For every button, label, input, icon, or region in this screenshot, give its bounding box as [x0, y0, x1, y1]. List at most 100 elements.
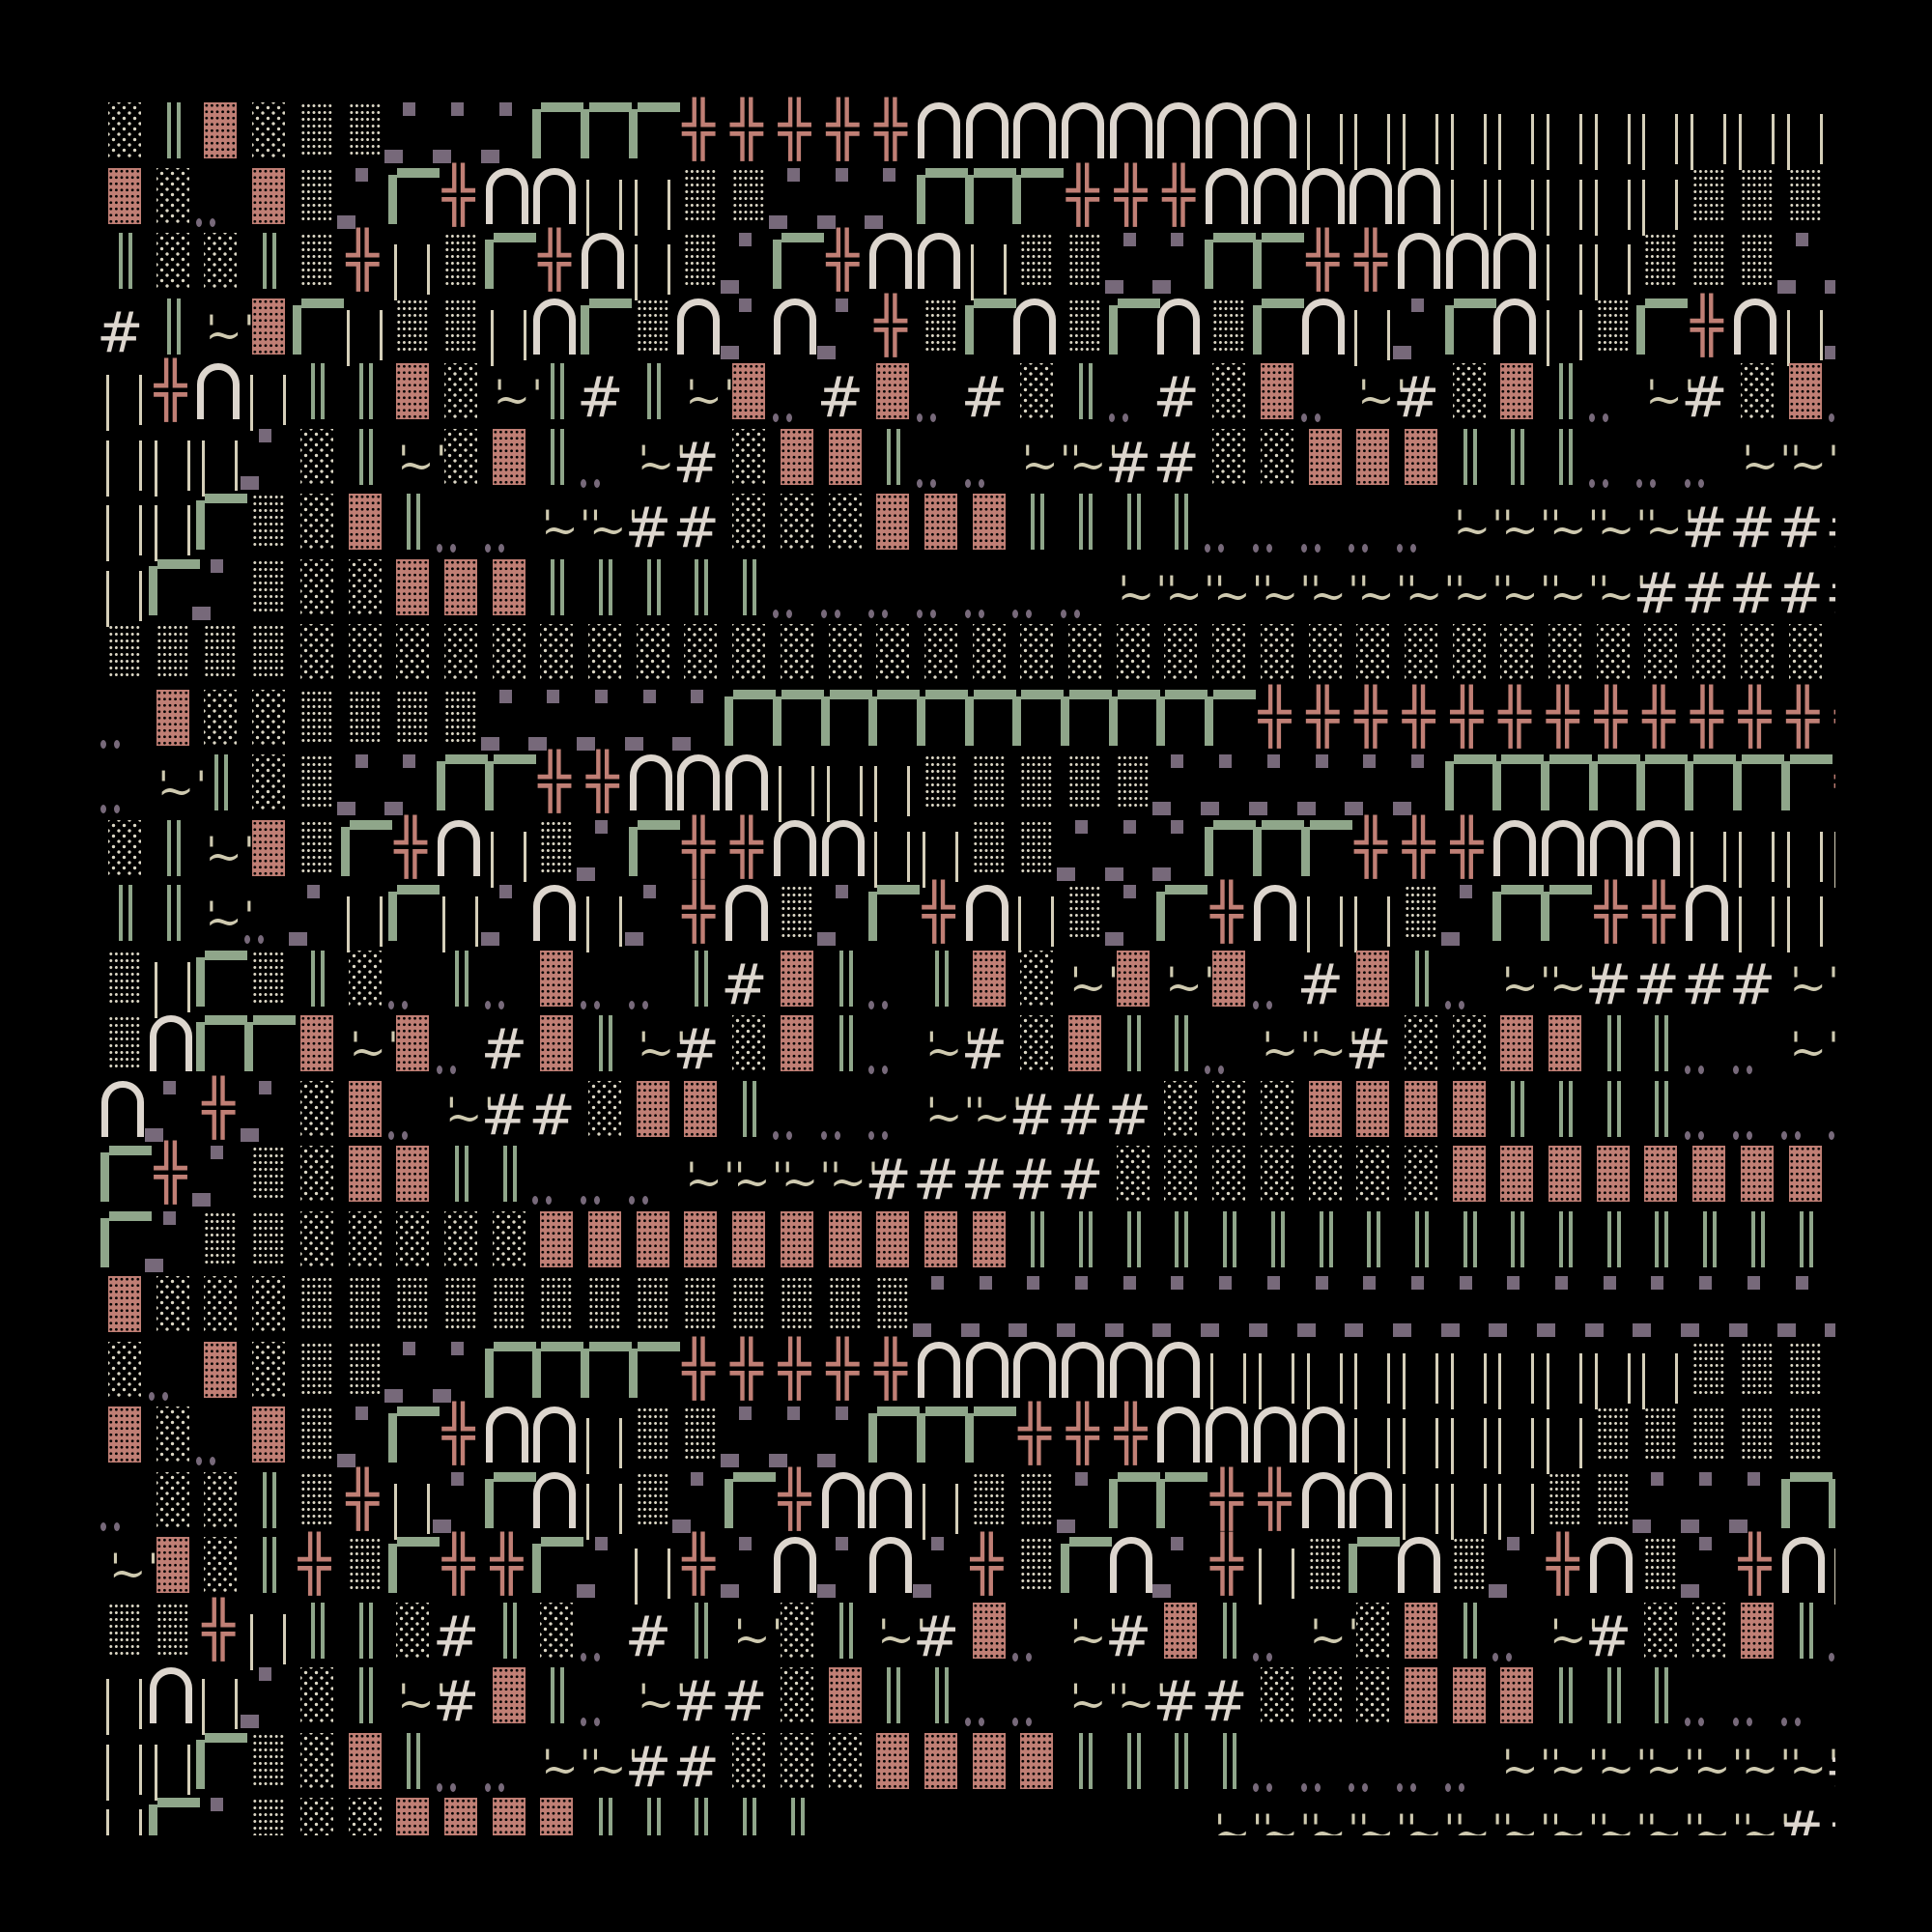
light-shade-glyph: ░ [963, 622, 1011, 688]
hash-glyph: # [1825, 497, 1835, 563]
double-line-glyph: ║ [579, 1796, 627, 1835]
double-line-glyph: ║ [1059, 1209, 1107, 1275]
quadrant-glyph: ▞ [1392, 297, 1443, 362]
medium-shade-glyph: ▒ [1059, 297, 1107, 362]
dense-shade-glyph: ▓ [1154, 1601, 1203, 1666]
thin-bars-glyph: │ [99, 492, 147, 561]
corner-glyph: ┏ [1203, 688, 1256, 753]
light-shade-glyph: ░ [147, 231, 195, 297]
tilde-glyph: ~ [1587, 1735, 1647, 1804]
medium-shade-glyph: ▒ [963, 818, 1011, 884]
medium-shade-glyph: ▒ [291, 231, 339, 297]
dots-glyph: ‥ [771, 1079, 819, 1145]
glyph-row: ░‥▓░▒▒▞▞┏┏┏┏╬╬╬╬╬∩∩∩∩∩∩││││││││││▒▒▒▒ [97, 1337, 1835, 1408]
cross-glyph: ╬ [1018, 1403, 1052, 1465]
quadrant-glyph: ▞ [865, 166, 915, 232]
arch-glyph: ∩ [723, 883, 771, 949]
double-line-glyph: ║ [483, 1144, 531, 1209]
dense-shade-glyph: ▓ [483, 557, 531, 623]
corner-glyph: ┏ [1251, 297, 1304, 362]
tilde-glyph: ~ [530, 496, 590, 565]
tilde-glyph: ~ [963, 1083, 1023, 1152]
dense-shade-glyph: ▓ [530, 1209, 579, 1275]
medium-shade-glyph: ▒ [1731, 231, 1779, 297]
dots-glyph: ‥ [1251, 1601, 1299, 1666]
quadrant-glyph: ▞ [1633, 1274, 1683, 1340]
corner-glyph: ┏ [915, 166, 968, 232]
thin-bars-glyph: │ [1731, 100, 1779, 170]
light-shade-glyph: ░ [291, 427, 339, 493]
cross-glyph: ╬ [154, 1142, 187, 1205]
quadrant-glyph: ▞ [1009, 1274, 1059, 1340]
tilde-glyph: ~ [1395, 561, 1455, 631]
dense-shade-glyph: ▓ [867, 492, 915, 557]
double-line-glyph: ║ [915, 1665, 963, 1731]
quadrant-glyph: ▞ [816, 1405, 867, 1470]
quadrant-glyph: ▞ [336, 753, 387, 818]
thin-bars-glyph: │ [1587, 1340, 1635, 1408]
medium-shade-glyph: ▒ [1827, 1405, 1835, 1470]
tilde-glyph: ~ [627, 431, 687, 500]
medium-shade-glyph: ▒ [530, 818, 579, 884]
cross-glyph: ╬ [154, 359, 187, 422]
light-shade-glyph: ░ [1299, 1144, 1348, 1209]
tilde-glyph: ~ [147, 756, 207, 826]
tilde-glyph: ~ [1779, 1735, 1835, 1804]
thin-bars-glyph: │ [1827, 818, 1835, 887]
light-shade-glyph: ░ [242, 1274, 291, 1340]
thin-bars-glyph: │ [579, 883, 627, 952]
glyph-row: ∩▞╬▞░▓‥~##░▓▓║‥‥‥~~###░░░▓▓▓▓║║║║‥‥‥‥ [97, 1078, 1835, 1145]
light-shade-glyph: ░ [386, 1601, 435, 1666]
double-line-glyph: ║ [1634, 1665, 1683, 1731]
arch-glyph: ∩ [483, 166, 531, 232]
corner-glyph: ┏ [386, 1535, 440, 1601]
quadrant-glyph: ▞ [1152, 231, 1203, 297]
tilde-glyph: ~ [483, 365, 543, 435]
arch-glyph: ∩ [867, 231, 915, 297]
dense-shade-glyph: ▓ [1059, 1013, 1107, 1079]
cross-glyph: ╬ [1114, 1403, 1148, 1465]
double-line-glyph: ║ [194, 753, 242, 818]
dense-shade-glyph: ▓ [435, 1796, 483, 1835]
thin-bars-glyph: │ [1779, 883, 1828, 952]
medium-shade-glyph: ▒ [915, 753, 963, 818]
medium-shade-glyph: ▒ [1779, 1405, 1828, 1470]
glyph-row: ││┏▒░▓║‥‥~~##░░░▓▓▓║║║║‥‥‥‥‥~~~~~#### [97, 492, 1835, 561]
dots-glyph: ‥ [963, 557, 1011, 623]
cross-glyph: ╬ [730, 1337, 763, 1401]
corner-glyph: ┏ [963, 1405, 1016, 1470]
cross-glyph: ╬ [1786, 685, 1820, 749]
medium-shade-glyph: ▒ [291, 753, 339, 818]
thin-bars-glyph: │ [1779, 100, 1828, 170]
corner-glyph: ┏ [291, 297, 344, 362]
arch-glyph: ∩ [1587, 1535, 1635, 1601]
double-line-glyph: ║ [147, 818, 195, 884]
tilde-glyph: ~ [1299, 1605, 1358, 1674]
dots-glyph: ‥ [1347, 492, 1395, 557]
hash-glyph: # [1345, 1016, 1392, 1082]
corner-glyph: ┏ [483, 753, 536, 818]
dense-shade-glyph: ▓ [1203, 949, 1251, 1014]
thin-bars-glyph: │ [242, 361, 291, 431]
medium-shade-glyph: ▒ [194, 622, 242, 688]
thin-bars-glyph: │ [1683, 818, 1731, 887]
tilde-glyph: ~ [1731, 1735, 1791, 1804]
dense-shade-glyph: ▓ [339, 1144, 387, 1209]
light-shade-glyph: ░ [1683, 622, 1731, 688]
tilde-glyph: ~ [99, 1539, 158, 1608]
double-line-glyph: ║ [530, 361, 579, 427]
dense-shade-glyph: ▓ [867, 1209, 915, 1275]
dots-glyph: ‥ [530, 1144, 579, 1209]
double-line-glyph: ║ [1539, 1665, 1587, 1731]
dense-shade-glyph: ▓ [771, 1209, 819, 1275]
medium-shade-glyph: ▒ [291, 818, 339, 884]
thin-bars-glyph: │ [1491, 166, 1539, 235]
dense-shade-glyph: ▓ [963, 1209, 1011, 1275]
tilde-glyph: ~ [723, 1148, 782, 1217]
cross-glyph: ╬ [538, 751, 572, 813]
double-line-glyph: ║ [674, 1601, 723, 1666]
light-shade-glyph: ░ [723, 427, 771, 493]
corner-glyph: ┏ [867, 688, 920, 753]
light-shade-glyph: ░ [147, 1274, 195, 1340]
light-shade-glyph: ░ [1443, 622, 1492, 688]
